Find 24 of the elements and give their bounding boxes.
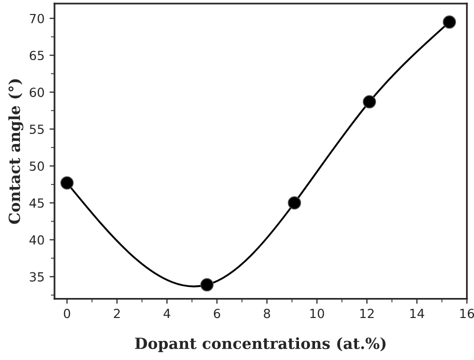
point (362, 95, 376, 108)
x-axis-title: Dopant concentrations (at.%) (135, 337, 386, 352)
x-tick-label: 14 (410, 308, 424, 318)
x-tick-label: 12 (360, 308, 374, 318)
point (442, 15, 456, 29)
y-tick-label: 55 (30, 124, 44, 134)
x-tick-label: 6 (214, 308, 220, 318)
y-tick-label: 40 (29, 235, 44, 245)
point (200, 278, 214, 292)
x-tick-label: 16 (460, 308, 474, 318)
y-tick-label: 60 (30, 88, 44, 98)
y-tick-label: 65 (30, 50, 44, 60)
x-tick-label: 2 (114, 308, 120, 318)
x-tick-label: 8 (264, 308, 270, 318)
x-tick-label: 0 (64, 308, 70, 318)
y-tick-label: 45 (29, 198, 44, 208)
point (288, 196, 302, 210)
point (60, 176, 74, 190)
x-tick-label: 10 (310, 308, 324, 318)
x-tick-label: 4 (164, 308, 170, 318)
y-tick-label: 35 (30, 272, 44, 282)
y-axis-title: Contact angle (°) (8, 79, 24, 224)
y-tick-label: 70 (30, 14, 44, 24)
y-tick-label: 50 (30, 161, 44, 171)
